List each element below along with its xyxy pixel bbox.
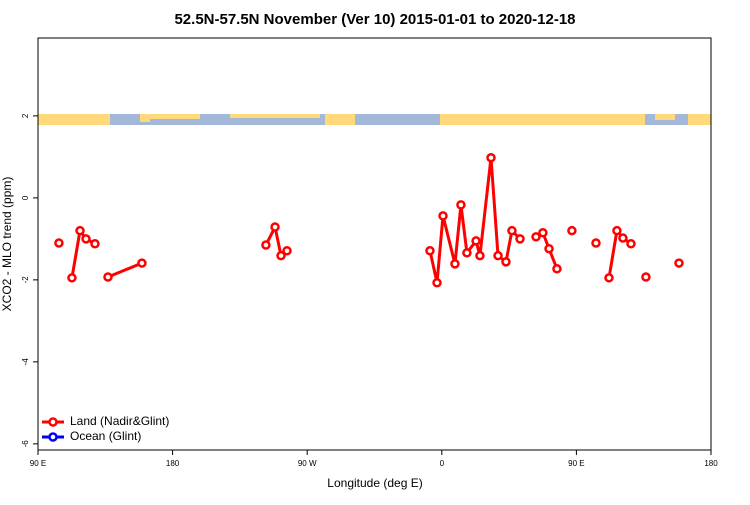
- data-point: [552, 264, 562, 274]
- data-point: [432, 277, 442, 288]
- data-point: [67, 273, 77, 283]
- y-axis-label: XCO2 - MLO trend (ppm): [0, 177, 14, 312]
- legend-marker: [48, 432, 58, 442]
- data-point: [538, 227, 548, 238]
- chart-title: 52.5N-57.5N November (Ver 10) 2015-01-01…: [174, 11, 575, 28]
- data-line: [107, 261, 143, 279]
- x-tick-label: 90 E: [30, 459, 46, 468]
- data-point: [604, 273, 614, 283]
- y-tick-label: 2: [21, 113, 30, 118]
- data-point: [475, 250, 485, 261]
- y-tick-label: -4: [21, 358, 30, 366]
- data-point: [137, 258, 147, 268]
- data-point: [612, 225, 622, 236]
- data-point: [81, 234, 91, 244]
- data-point: [674, 258, 684, 268]
- data-point: [90, 239, 100, 249]
- data-point: [515, 234, 525, 244]
- data-point: [75, 225, 85, 236]
- data-point: [531, 232, 541, 242]
- data-point: [261, 240, 271, 250]
- x-tick-label: 180: [166, 459, 180, 468]
- legend-label: Ocean (Glint): [70, 429, 141, 443]
- x-axis-label: Longitude (deg E): [327, 476, 422, 490]
- data-point: [618, 233, 628, 243]
- x-tick-label: 90 W: [298, 459, 317, 468]
- plot-frame: [37, 37, 712, 451]
- y-tick-label: 0: [21, 195, 30, 200]
- data-point: [54, 238, 64, 248]
- data-point: [544, 243, 554, 254]
- data-point: [591, 238, 601, 248]
- x-tick-label: 0: [440, 459, 445, 468]
- x-tick-label: 90 E: [568, 459, 584, 468]
- data-point: [270, 222, 280, 232]
- data-point: [462, 248, 472, 258]
- data-point: [641, 272, 651, 282]
- data-point: [276, 250, 286, 261]
- legend: Land (Nadir&Glint)Ocean (Glint): [42, 414, 169, 443]
- data-line: [70, 226, 96, 279]
- map-strip: [38, 114, 711, 125]
- data-point: [507, 225, 517, 236]
- data-point: [567, 225, 577, 236]
- legend-marker: [48, 417, 58, 427]
- legend-label: Land (Nadir&Glint): [70, 414, 169, 428]
- y-tick-label: -6: [21, 440, 30, 448]
- data-point: [282, 246, 292, 256]
- data-point: [450, 259, 460, 269]
- data-point: [103, 272, 113, 282]
- data-point: [501, 257, 511, 267]
- data-point: [438, 211, 448, 221]
- data-point: [486, 152, 496, 163]
- data-point: [471, 236, 481, 246]
- data-point: [626, 239, 636, 249]
- data-point: [425, 246, 435, 256]
- data-point: [456, 200, 466, 210]
- y-tick-label: -2: [21, 276, 30, 284]
- x-tick-label: 180: [704, 459, 718, 468]
- data-point: [493, 250, 503, 261]
